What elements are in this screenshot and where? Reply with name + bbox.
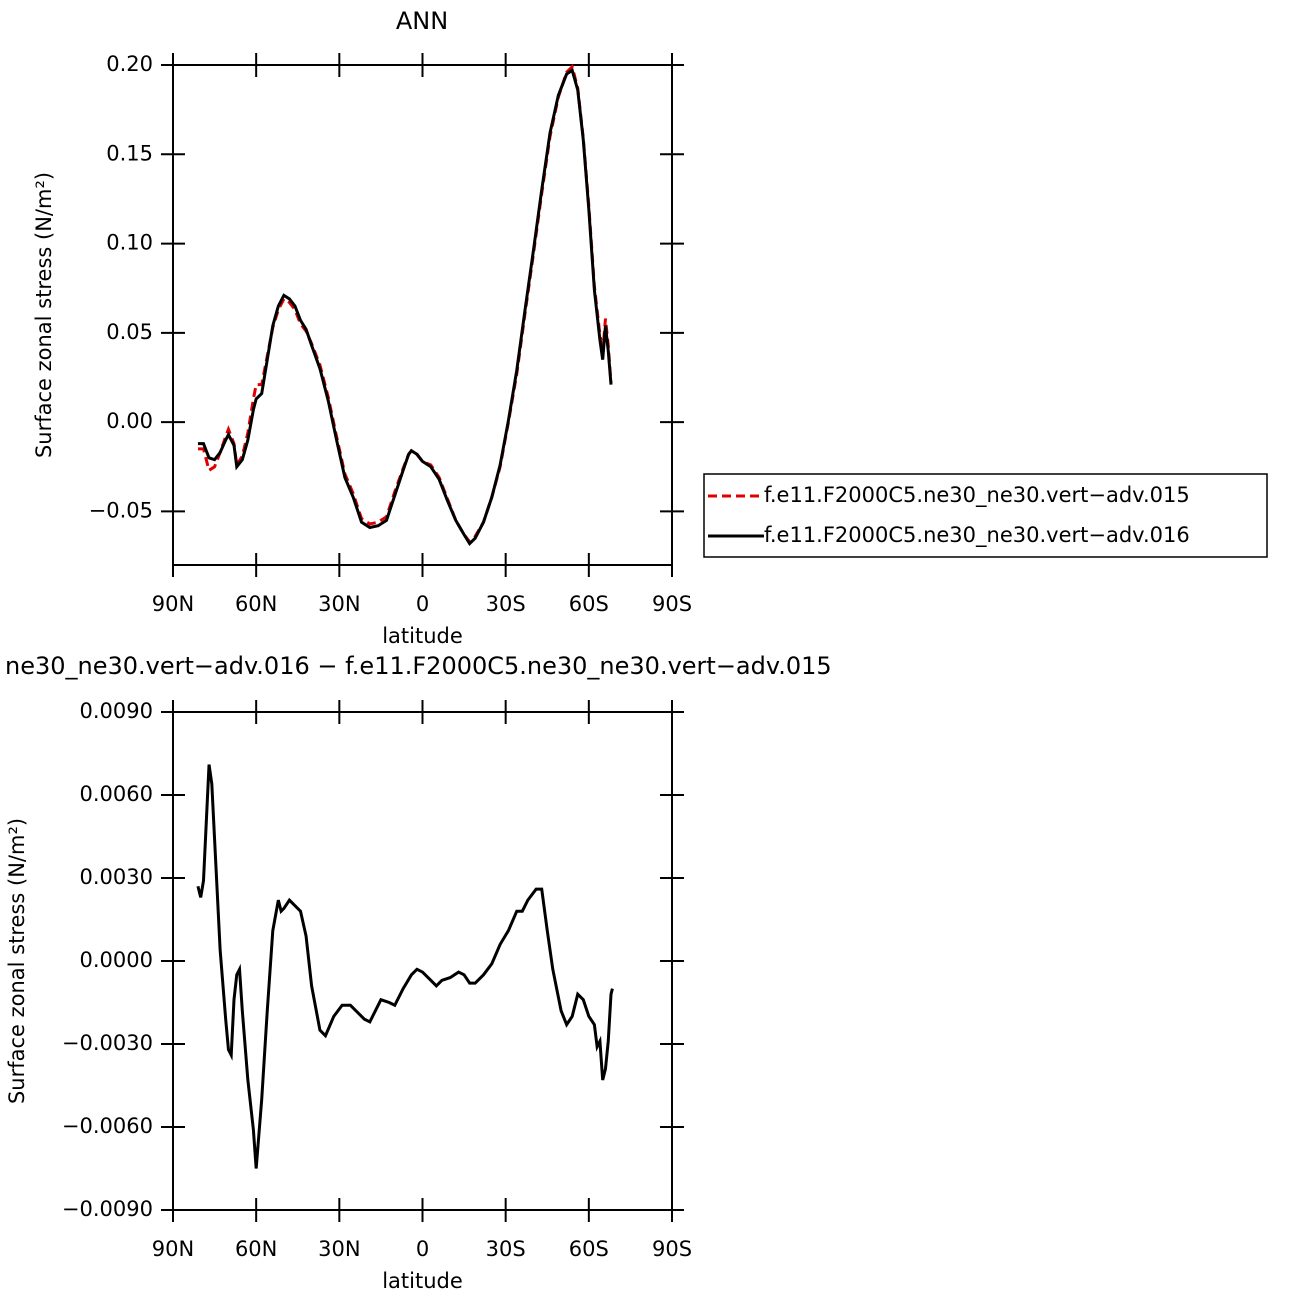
x-tick-label: 60S (569, 1237, 609, 1261)
x-tick-label: 60N (235, 592, 277, 616)
plot-frame (172, 711, 673, 1211)
y-tick-label: −0.05 (89, 498, 153, 522)
x-tick-label: 30N (318, 592, 360, 616)
x-tick-label: 0 (416, 1237, 429, 1261)
y-tick-label: −0.0090 (62, 1197, 153, 1221)
x-axis-label: latitude (382, 624, 463, 648)
y-tick-label: 0.10 (106, 231, 153, 255)
y-tick-label: 0.0090 (80, 699, 153, 723)
x-axis-label: latitude (382, 1269, 463, 1293)
y-tick-label: 0.0000 (80, 948, 153, 972)
x-tick-label: 90S (652, 592, 692, 616)
x-tick-label: 60S (569, 592, 609, 616)
x-tick-label: 30S (486, 1237, 526, 1261)
series-line (196, 764, 614, 1169)
legend-box (703, 473, 1268, 558)
chart-title: ANN (396, 7, 448, 35)
x-tick-label: 90N (152, 592, 194, 616)
x-tick-label: 90S (652, 1237, 692, 1261)
x-tick-label: 60N (235, 1237, 277, 1261)
y-axis-label: Surface zonal stress (N/m²) (5, 818, 29, 1104)
plot-frame (172, 64, 673, 566)
y-tick-label: 0.0030 (80, 865, 153, 889)
y-tick-label: −0.0060 (62, 1114, 153, 1138)
x-tick-label: 30S (486, 592, 526, 616)
x-tick-label: 0 (416, 592, 429, 616)
y-axis-label: Surface zonal stress (N/m²) (32, 172, 56, 458)
x-tick-label: 30N (318, 1237, 360, 1261)
y-tick-label: 0.05 (106, 320, 153, 344)
y-tick-label: 0.0060 (80, 782, 153, 806)
x-tick-label: 90N (152, 1237, 194, 1261)
chart-title: ne30_ne30.vert−adv.016 − f.e11.F2000C5.n… (5, 652, 832, 680)
series-line (197, 68, 613, 546)
y-tick-label: −0.0030 (62, 1031, 153, 1055)
y-tick-label: 0.20 (106, 52, 153, 76)
legend-label: f.e11.F2000C5.ne30_ne30.vert−adv.016 (764, 523, 1190, 548)
y-tick-label: 0.15 (106, 141, 153, 165)
y-tick-label: 0.00 (106, 409, 153, 433)
legend-label: f.e11.F2000C5.ne30_ne30.vert−adv.015 (764, 483, 1190, 508)
